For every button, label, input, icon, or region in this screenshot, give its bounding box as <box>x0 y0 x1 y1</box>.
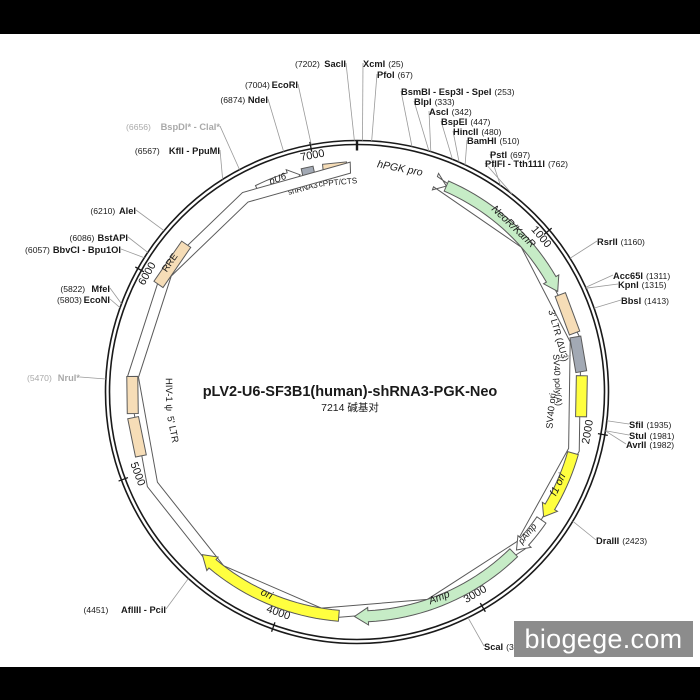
svg-text:NdeI: NdeI <box>248 95 268 105</box>
svg-text:(5470): (5470) <box>27 373 52 383</box>
svg-text:BbvCI - Bpu1OI: BbvCI - Bpu1OI <box>53 245 121 255</box>
svg-text:(5822): (5822) <box>60 284 85 294</box>
svg-text:BspEI(447): BspEI (447) <box>441 117 491 127</box>
svg-text:(6057): (6057) <box>25 245 50 255</box>
svg-text:(6656): (6656) <box>126 122 151 132</box>
svg-text:(7004): (7004) <box>245 80 270 90</box>
svg-text:DraIII(2423): DraIII (2423) <box>596 536 647 546</box>
svg-text:(7202): (7202) <box>295 59 320 69</box>
svg-text:(6874): (6874) <box>220 95 245 105</box>
svg-text:EcoNI: EcoNI <box>84 295 110 305</box>
svg-text:5' LTR: 5' LTR <box>164 415 180 444</box>
svg-text:AleI: AleI <box>119 206 136 216</box>
svg-text:AscI(342): AscI (342) <box>429 107 472 117</box>
svg-text:hPGK pro: hPGK pro <box>376 158 424 179</box>
svg-text:(6086): (6086) <box>70 233 95 243</box>
svg-text:BlpI(333): BlpI (333) <box>414 97 455 107</box>
svg-text:AvrII(1982): AvrII (1982) <box>626 440 674 450</box>
svg-text:(5803): (5803) <box>57 295 82 305</box>
svg-text:EcoRI: EcoRI <box>272 80 298 90</box>
svg-text:RsrII(1160): RsrII (1160) <box>597 237 645 247</box>
svg-text:2000: 2000 <box>580 419 596 445</box>
svg-text:BsmBI - Esp3I - SpeI(253): BsmBI - Esp3I - SpeI (253) <box>401 87 515 97</box>
svg-text:NruI*: NruI* <box>58 373 81 383</box>
svg-text:BbsI(1413): BbsI (1413) <box>621 296 669 306</box>
svg-text:PfoI(67): PfoI (67) <box>377 70 413 80</box>
svg-text:PflFI - Tth111I(762): PflFI - Tth111I (762) <box>485 159 568 169</box>
svg-text:BspDI* - ClaI*: BspDI* - ClaI* <box>161 122 221 132</box>
svg-text:KflI - PpuMI: KflI - PpuMI <box>169 146 220 156</box>
svg-text:SacII: SacII <box>324 59 346 69</box>
svg-text:KpnI(1315): KpnI (1315) <box>618 280 667 290</box>
svg-text:MfeI: MfeI <box>91 284 110 294</box>
svg-text:(6210): (6210) <box>90 206 115 216</box>
svg-text:BstAPI: BstAPI <box>98 233 128 243</box>
svg-text:SfiI(1935): SfiI (1935) <box>629 420 671 430</box>
svg-text:AflIII - PciI: AflIII - PciI <box>121 605 166 615</box>
svg-text:(4451): (4451) <box>83 605 108 615</box>
svg-text:BamHI(510): BamHI (510) <box>467 136 520 146</box>
svg-text:(6567): (6567) <box>135 146 160 156</box>
svg-text:XcmI(25): XcmI (25) <box>363 59 404 69</box>
